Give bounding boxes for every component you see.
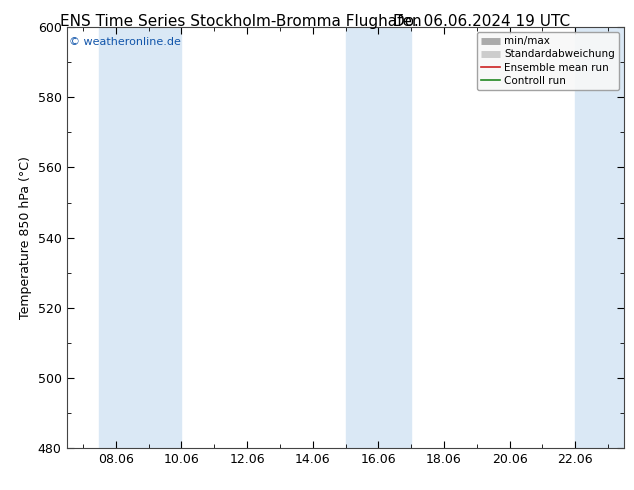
Y-axis label: Temperature 850 hPa (°C): Temperature 850 hPa (°C) — [19, 156, 32, 319]
Bar — [100, 27, 181, 448]
Text: Do. 06.06.2024 19 UTC: Do. 06.06.2024 19 UTC — [393, 14, 571, 29]
Bar — [575, 27, 624, 448]
Text: ENS Time Series Stockholm-Bromma Flughafen: ENS Time Series Stockholm-Bromma Flughaf… — [60, 14, 422, 29]
Text: © weatheronline.de: © weatheronline.de — [69, 38, 181, 48]
Legend: min/max, Standardabweichung, Ensemble mean run, Controll run: min/max, Standardabweichung, Ensemble me… — [477, 32, 619, 90]
Bar — [346, 27, 411, 448]
